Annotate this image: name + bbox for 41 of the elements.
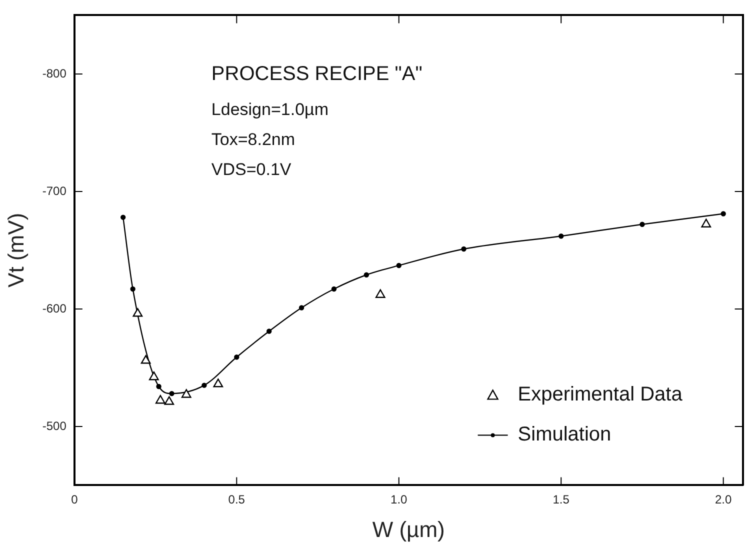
point — [461, 246, 466, 252]
point — [140, 355, 151, 364]
point — [202, 382, 207, 388]
y-tick-label: -500 — [42, 418, 67, 433]
point — [148, 372, 159, 380]
y-axis-title: Vt (mV) — [3, 212, 28, 288]
annotation: VDS=0.1V — [211, 160, 292, 180]
point — [156, 384, 162, 390]
annotation: Ldesign=1.0µm — [211, 100, 328, 120]
point — [701, 218, 712, 228]
point — [132, 308, 143, 317]
x-tick-label: 0 — [71, 492, 78, 507]
point — [169, 390, 174, 396]
x-axis-title: W (µm) — [372, 516, 445, 542]
point — [298, 305, 304, 310]
point — [181, 389, 192, 398]
point — [155, 395, 166, 404]
x-tick-label: 0.5 — [228, 492, 246, 507]
point — [266, 328, 272, 334]
legend-label: Simulation — [518, 424, 612, 446]
point — [234, 354, 240, 360]
annotation: Tox=8.2nm — [211, 130, 296, 150]
y-tick-label: -700 — [42, 184, 67, 198]
point — [375, 289, 386, 298]
point — [213, 378, 224, 388]
point — [130, 286, 136, 292]
point — [164, 396, 174, 405]
point — [120, 214, 126, 220]
point — [396, 262, 402, 268]
annotation: PROCESS RECIPE "A" — [211, 63, 422, 86]
point — [331, 286, 337, 292]
legend-label: Experimental Data — [518, 384, 684, 406]
point — [364, 272, 370, 278]
x-tick-label: 2.0 — [714, 492, 732, 507]
x-tick-label: 1.0 — [390, 492, 408, 507]
point — [640, 222, 645, 227]
y-tick-label: -600 — [42, 301, 67, 316]
y-tick-label: -800 — [42, 66, 67, 80]
point — [720, 211, 726, 216]
point — [558, 234, 564, 239]
x-tick-label: 1.5 — [552, 492, 570, 507]
